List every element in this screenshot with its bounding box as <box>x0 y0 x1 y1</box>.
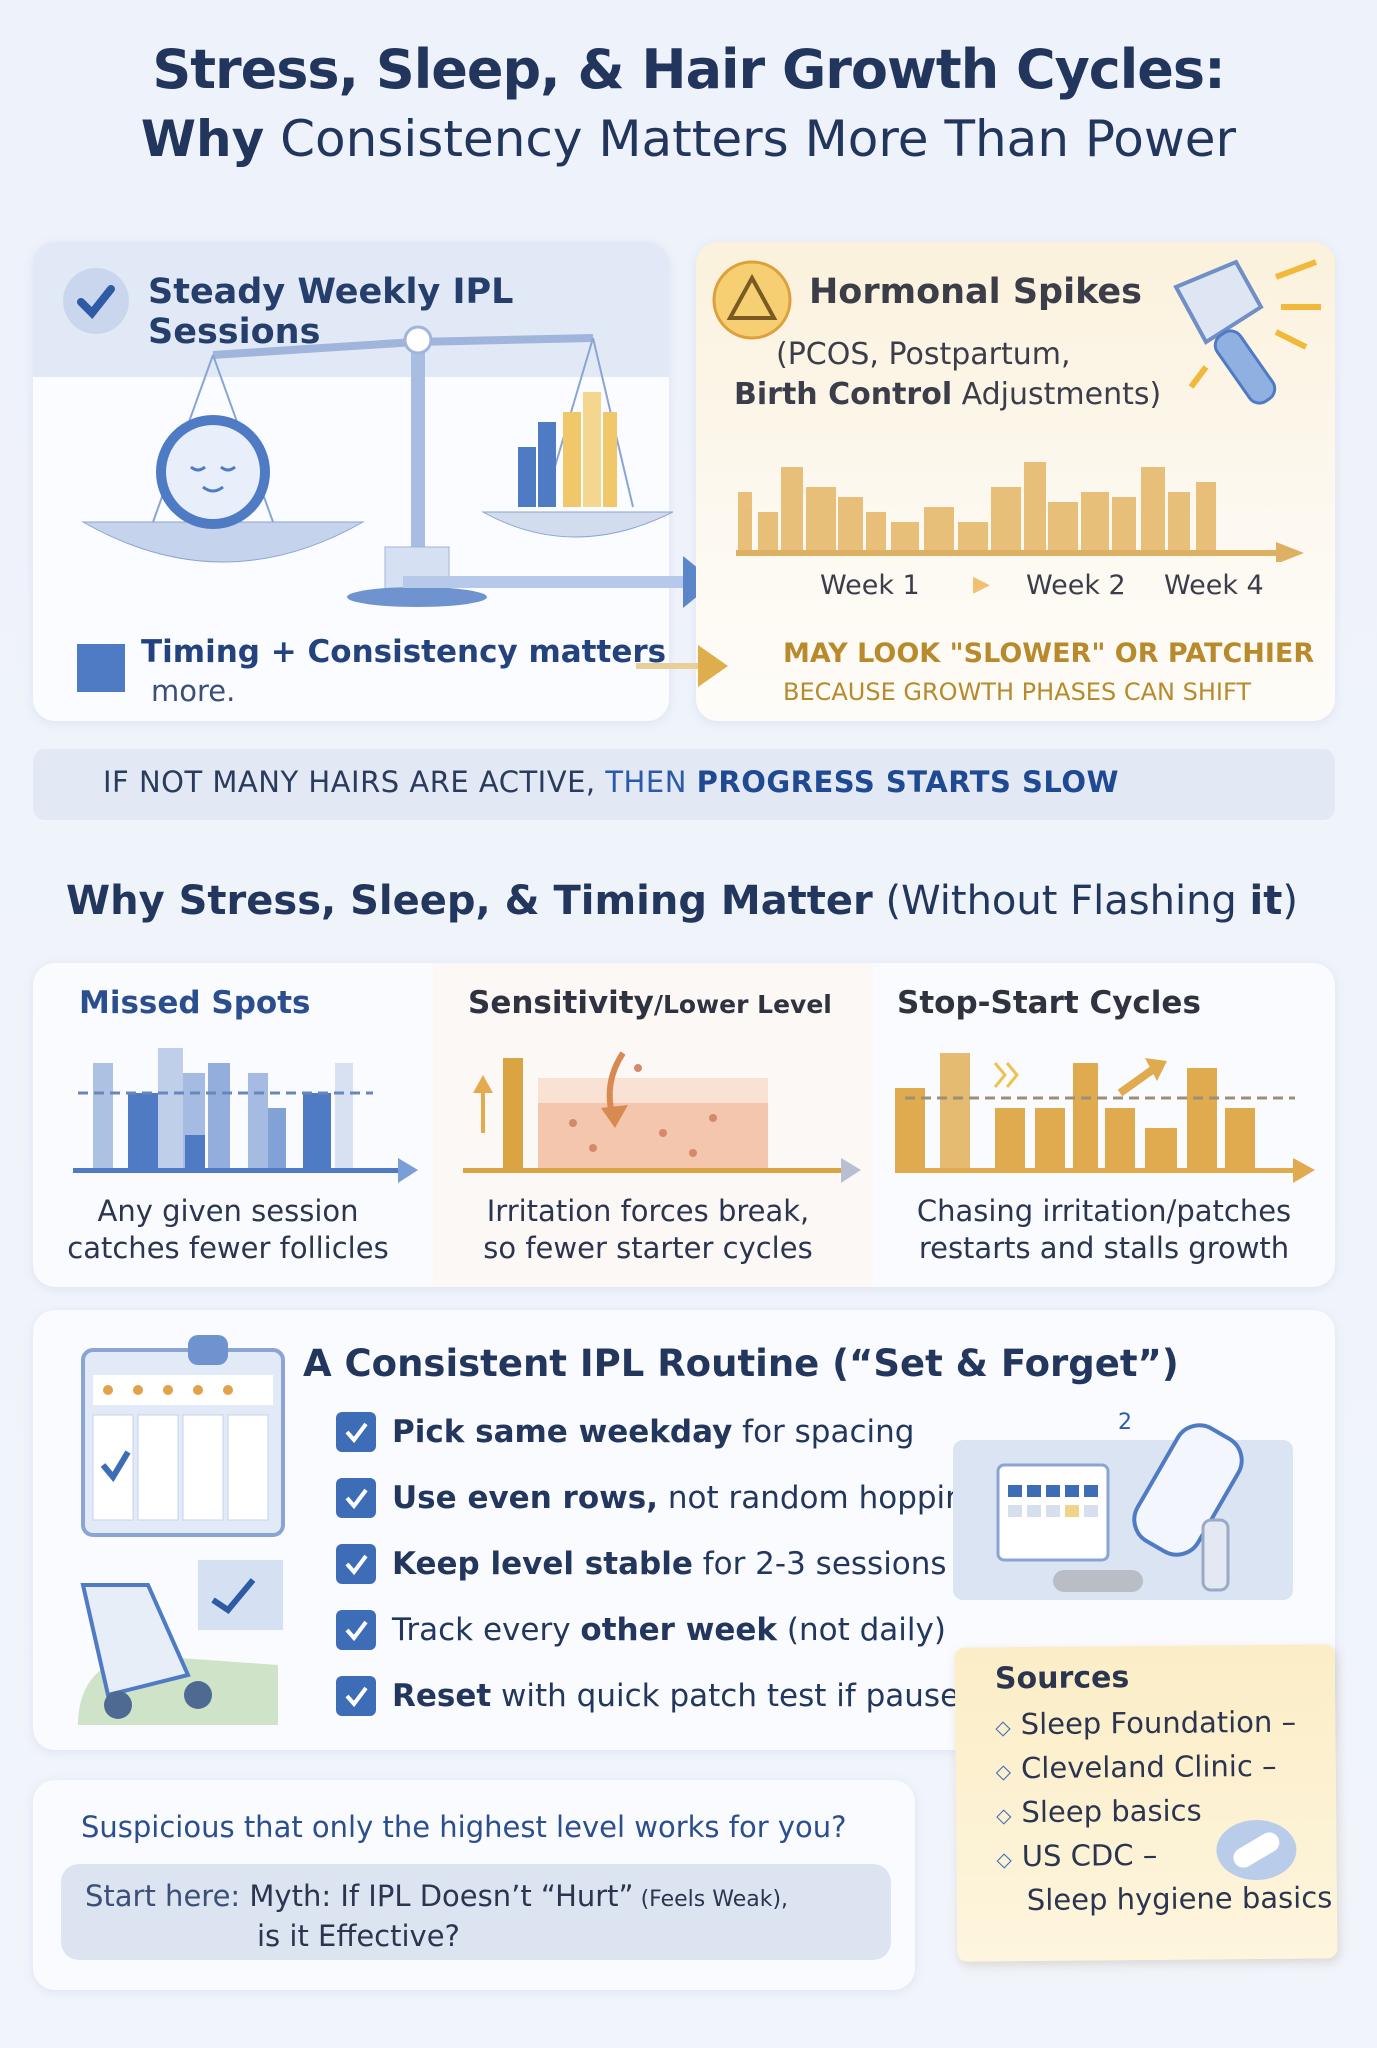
card-title: Sensitivity <box>468 985 654 1021</box>
hormonal-spikes-panel: Hormonal Spikes (PCOS, Postpartum, Birth… <box>636 242 1335 721</box>
checkbox-checked-icon <box>336 1478 376 1518</box>
source-item[interactable]: ◇ Sleep basics <box>995 1793 1202 1830</box>
steady-note: Timing + Consistency matters <box>141 634 667 670</box>
sources-note: Sources ◇ Sleep Foundation – ◇ Cleveland C… <box>954 1644 1338 1962</box>
arrow-right-icon <box>403 556 715 608</box>
routine-item: Reset with quick patch test if paused <box>336 1676 979 1716</box>
progress-banner: IF NOT MANY HAIRS ARE ACTIVE, THEN PROGR… <box>33 749 1335 820</box>
card-caption: Irritation forces break, so fewer starter… <box>483 1194 813 1265</box>
steady-sessions-panel: Steady Weekly IPL Sessions Timing + Cons… <box>33 242 715 721</box>
myth-panel: Suspicious that only the highest level w… <box>33 1780 915 1990</box>
week-label: Week 1 <box>820 570 920 601</box>
clipboard-lawnmower-illustration <box>78 1335 285 1725</box>
hormonal-bar-chart-illustration <box>736 462 1304 562</box>
blue-square-icon <box>77 644 125 692</box>
page-title: Stress, Sleep, & Hair Growth Cycles: <box>152 38 1225 101</box>
steady-note-rest: more. <box>151 674 236 708</box>
stop-start-bar-illustration <box>895 1053 1315 1183</box>
hormonal-title: Hormonal Spikes <box>809 272 1142 312</box>
ipl-device-icon <box>1173 259 1321 405</box>
card-missed-spots: Missed Spots Any given session catches fe… <box>33 963 433 1287</box>
card-stop-start: Stop-Start Cycles Chasing irritation/pat… <box>873 963 1335 1287</box>
checkbox-checked-icon <box>336 1676 376 1716</box>
myth-link[interactable]: Start here: Myth: If IPL Doesn’t “Hurt” … <box>61 1864 891 1960</box>
routine-item: Use even rows, not random hopping <box>336 1478 984 1518</box>
warning-subtext: BECAUSE GROWTH PHASES CAN SHIFT <box>783 678 1251 706</box>
week-label: Week 2 <box>1026 570 1126 601</box>
source-item-cont[interactable]: Sleep hygiene basics <box>1026 1880 1333 1918</box>
play-arrow-icon: ▶ <box>973 572 990 597</box>
sources-title: Sources <box>994 1660 1130 1697</box>
warning-triangle-icon <box>712 260 792 340</box>
routine-title: A Consistent IPL Routine (“Set & Forget”… <box>303 1342 1179 1385</box>
week-label: Week 4 <box>1164 570 1264 601</box>
routine-item: Keep level stable for 2-3 sessions <box>336 1544 947 1584</box>
section-heading: Why Stress, Sleep, & Timing Matter (With… <box>66 878 1298 924</box>
balance-scale-illustration <box>81 325 673 607</box>
card-sensitivity: Sensitivity/Lower Level Irritation force… <box>433 963 873 1287</box>
myth-question: Suspicious that only the highest level w… <box>81 1810 847 1844</box>
card-caption: Chasing irritation/patches restarts and s… <box>916 1194 1292 1265</box>
hormonal-subtitle-2: Birth Control Adjustments) <box>734 377 1162 412</box>
page-subtitle: Why Consistency Matters More Than Power <box>140 110 1237 168</box>
source-item[interactable]: ◇ US CDC – <box>996 1837 1158 1874</box>
arrow-right-icon <box>636 645 728 687</box>
hormonal-subtitle: (PCOS, Postpartum, <box>776 337 1071 372</box>
source-item[interactable]: ◇ Sleep Foundation – <box>995 1704 1297 1742</box>
source-item[interactable]: ◇ Cleveland Clinic – <box>995 1748 1277 1786</box>
pill-icon <box>1216 1820 1297 1881</box>
calendar-badge: 2 <box>1118 1410 1132 1435</box>
missed-spots-bar-illustration <box>73 1048 418 1183</box>
checkbox-checked-icon <box>336 1544 376 1584</box>
checkbox-checked-icon <box>336 1412 376 1452</box>
warning-text: MAY LOOK "SLOWER" OR PATCHIER <box>783 638 1315 669</box>
factors-panel: Missed Spots Any given session catches fe… <box>33 963 1335 1287</box>
check-circle-icon <box>63 268 129 334</box>
irritation-illustration <box>463 1051 861 1183</box>
card-title: Stop-Start Cycles <box>897 985 1201 1021</box>
card-title: Missed Spots <box>79 985 311 1021</box>
steady-title: Steady Weekly IPL Sessions <box>148 272 514 352</box>
routine-item: Track every other week (not daily) <box>336 1610 946 1650</box>
card-title-small: /Lower Level <box>653 990 832 1019</box>
checkbox-checked-icon <box>336 1610 376 1650</box>
routine-item: Pick same weekday for spacing <box>336 1412 914 1452</box>
calendar-ipl-device-illustration <box>953 1423 1293 1600</box>
card-caption: Any given session catches fewer follicles <box>67 1194 389 1265</box>
